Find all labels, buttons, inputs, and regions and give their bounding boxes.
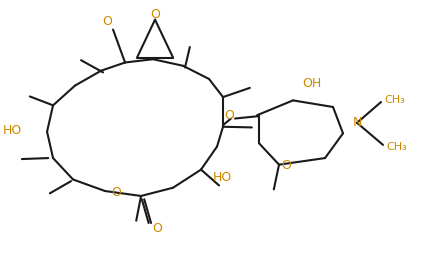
Text: O: O: [111, 186, 121, 199]
Text: O: O: [281, 159, 291, 172]
Text: HO: HO: [213, 171, 232, 184]
Text: CH₃: CH₃: [386, 142, 407, 152]
Text: OH: OH: [303, 77, 322, 90]
Text: O: O: [152, 222, 162, 235]
Text: HO: HO: [3, 124, 22, 137]
Text: N: N: [352, 116, 362, 129]
Text: O: O: [102, 15, 112, 28]
Text: O: O: [150, 8, 160, 21]
Text: O: O: [224, 109, 234, 122]
Text: CH₃: CH₃: [384, 95, 405, 105]
